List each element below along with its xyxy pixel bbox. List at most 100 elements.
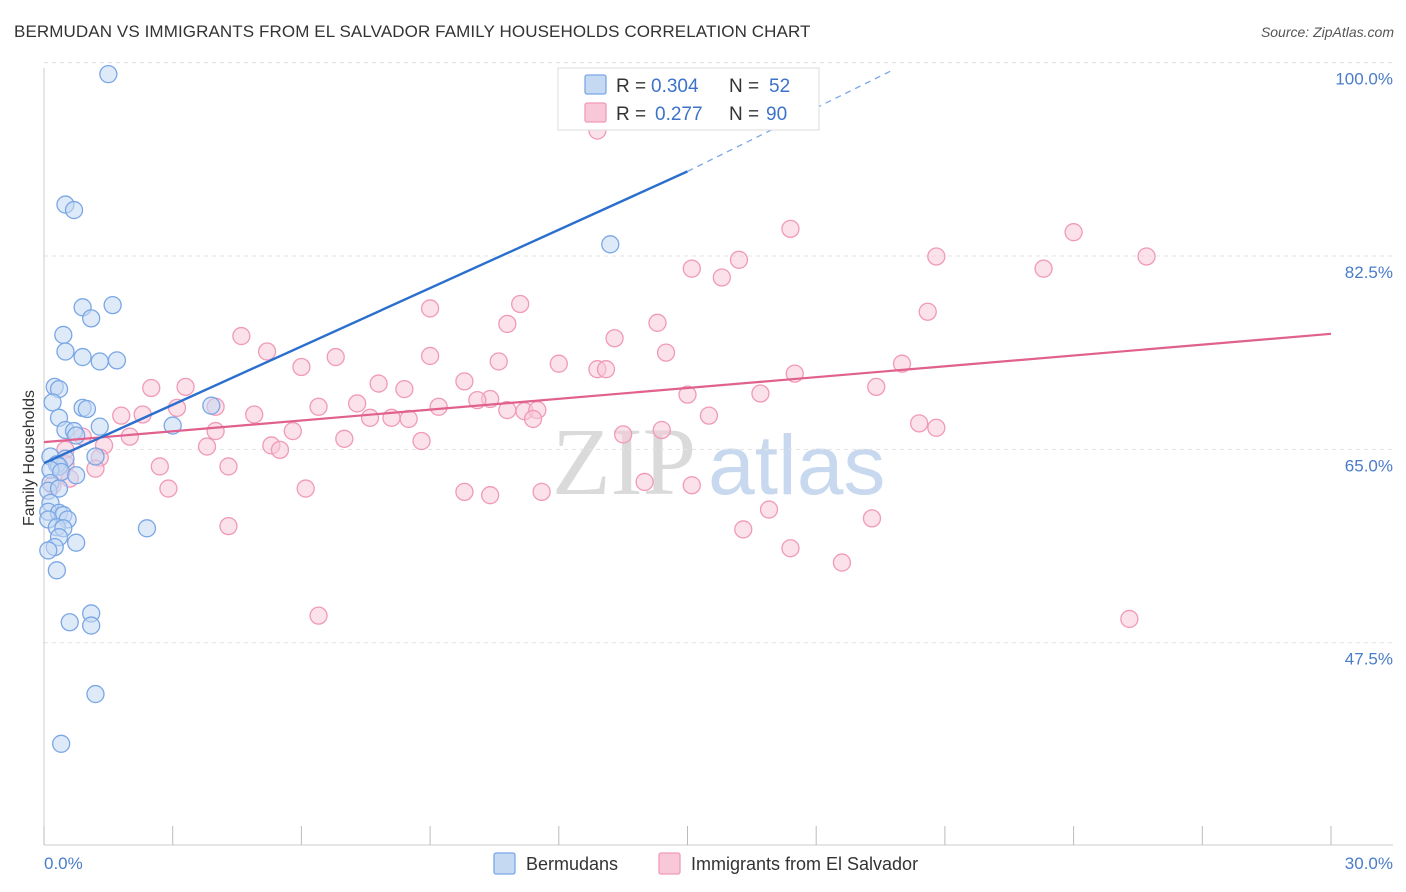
chart-title: BERMUDAN VS IMMIGRANTS FROM EL SALVADOR … [14, 22, 811, 41]
el-salvador-point [455, 482, 474, 502]
bermudans-point [49, 479, 69, 498]
bermudans-point [60, 613, 79, 632]
bermudans-point [99, 65, 118, 84]
bermudans-point [73, 347, 92, 367]
el-salvador-point [120, 427, 139, 446]
el-salvador-point [309, 606, 328, 625]
el-salvador-point [481, 486, 500, 505]
bermudans-point [67, 426, 86, 445]
bermudans-point [601, 235, 620, 254]
el-salvador-point [455, 372, 474, 391]
series-legend: Bermudans Immigrants from El Salvador [493, 852, 918, 875]
el-salvador-point [729, 250, 749, 269]
bermudans-point [163, 416, 182, 435]
el-salvador-point [1120, 609, 1139, 629]
el-salvador-point [395, 379, 414, 399]
el-salvador-point [614, 425, 633, 444]
el-salvador-point [1034, 259, 1053, 278]
bermudans-point [107, 351, 127, 370]
x-tick-label: 0.0% [44, 854, 83, 873]
el-salvador-point [918, 302, 937, 321]
el-salvador-point [867, 377, 886, 397]
el-salvador-point [420, 346, 440, 366]
bermudans-point [103, 295, 122, 315]
el-salvador-point [335, 429, 354, 448]
el-salvador-point [682, 476, 701, 495]
el-salvador-point [699, 406, 719, 425]
bermudans-point [54, 325, 73, 345]
el-salvador-point [360, 408, 380, 427]
legend-swatch-el-salvador [584, 102, 607, 123]
watermark-zip: ZIP [552, 408, 696, 515]
y-tick-label: 100.0% [1335, 70, 1393, 89]
el-salvador-point [112, 406, 131, 425]
bermudans-point [43, 393, 62, 412]
el-salvador-point [927, 247, 946, 266]
el-salvador-point [1064, 223, 1083, 242]
source-label: Source: ZipAtlas.com [1260, 24, 1394, 40]
legend-r-label-bermudans: R = [616, 76, 646, 97]
bermudans-point [64, 200, 84, 220]
bermudans-point [86, 684, 105, 704]
bottom-legend-label-el-salvador: Immigrants from El Salvador [691, 854, 918, 874]
el-salvador-point [159, 479, 178, 498]
el-salvador-point [652, 420, 671, 440]
y-tick-label: 65.0% [1345, 456, 1393, 475]
el-salvador-point [245, 405, 264, 424]
el-salvador-point [751, 384, 770, 403]
el-salvador-point [219, 516, 238, 536]
el-salvador-point [892, 354, 912, 373]
el-salvador-point [348, 394, 367, 413]
bermudans-point [47, 561, 67, 580]
el-salvador-point [781, 219, 800, 239]
bottom-legend-label-bermudans: Bermudans [526, 854, 618, 874]
el-salvador-point [712, 268, 731, 287]
x-tick-label: 30.0% [1345, 854, 1393, 873]
x-tick-labels: 0.0% 30.0% [44, 854, 1393, 873]
el-salvador-point [734, 520, 753, 539]
el-salvador-point [781, 539, 800, 558]
bermudans-point [39, 541, 58, 560]
el-salvador-point [150, 457, 169, 476]
el-salvador-point [498, 314, 517, 334]
el-salvador-point [1137, 247, 1156, 266]
el-salvador-point [605, 329, 624, 348]
el-salvador-point [678, 385, 697, 404]
el-salvador-point [326, 347, 345, 367]
bottom-legend-swatch-bermudans [493, 852, 516, 875]
series-el-salvador-points [43, 121, 1156, 629]
el-salvador-point [206, 421, 225, 441]
el-salvador-point [927, 418, 946, 437]
y-tick-labels: 100.0% 82.5% 65.0% 47.5% [1335, 70, 1393, 669]
legend-n-value-el-salvador: 90 [766, 104, 787, 125]
bermudans-point [82, 309, 101, 328]
el-salvador-point [232, 326, 251, 346]
el-salvador-point [270, 440, 290, 460]
el-salvador-point [523, 409, 543, 429]
watermark: ZIP atlas [552, 408, 885, 515]
el-salvador-point [549, 354, 568, 373]
el-salvador-point [759, 500, 779, 519]
el-salvador-point [292, 357, 311, 377]
bermudans-point [52, 734, 71, 753]
el-salvador-point [429, 397, 448, 416]
el-salvador-point [369, 374, 388, 393]
el-salvador-point [197, 437, 217, 456]
bermudans-point [86, 447, 105, 466]
y-tick-label: 82.5% [1345, 263, 1393, 282]
trend-line-el-salvador [43, 332, 1332, 444]
el-salvador-point [489, 352, 508, 371]
legend-r-value-el-salvador: 0.277 [655, 104, 703, 125]
bermudans-point [77, 399, 97, 419]
legend-n-value-bermudans: 52 [769, 76, 790, 97]
bermudans-point [202, 396, 221, 415]
el-salvador-point [656, 343, 676, 362]
legend-r-value-bermudans: 0.304 [651, 76, 699, 97]
legend-n-label-el-salvador: N = [729, 104, 759, 125]
el-salvador-point [420, 299, 440, 318]
bermudans-point [90, 352, 109, 371]
el-salvador-point [176, 377, 195, 397]
y-tick-label: 47.5% [1345, 650, 1393, 669]
series-bermudans-points [39, 65, 620, 753]
